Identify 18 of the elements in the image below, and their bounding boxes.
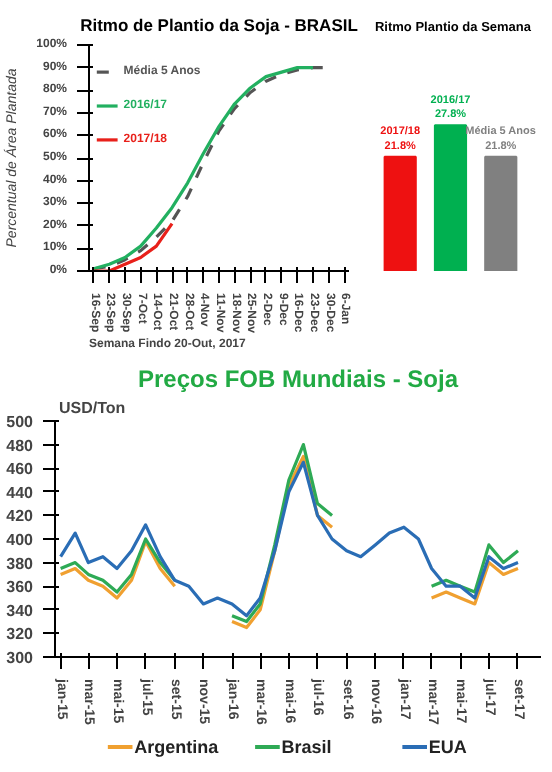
y-tick-label: 400: [6, 531, 35, 549]
chart-title: Ritmo de Plantio da Soja - BRASIL: [80, 15, 358, 35]
y-tick-label: 500: [6, 413, 35, 431]
y-tick-label: 320: [6, 625, 35, 644]
y-tick-label: 340: [6, 601, 35, 620]
y-axis-title: USD/Ton: [59, 399, 126, 417]
chart-title: Preços FOB Mundiais - Soja: [137, 365, 459, 393]
y-tick-label: 380: [6, 554, 35, 573]
legend-label: EUA: [428, 737, 468, 757]
legend-label: Brasil: [281, 737, 332, 757]
y-tick-label: 440: [6, 483, 35, 502]
y-tick-label: 420: [6, 507, 35, 526]
legend-label: Argentina: [134, 737, 221, 757]
y-tick-label: 360: [6, 578, 35, 597]
y-tick-label: 300: [6, 649, 35, 667]
y-tick-label: 460: [6, 460, 35, 479]
line-series: [92, 221, 174, 271]
y-tick-label: 480: [6, 436, 35, 455]
